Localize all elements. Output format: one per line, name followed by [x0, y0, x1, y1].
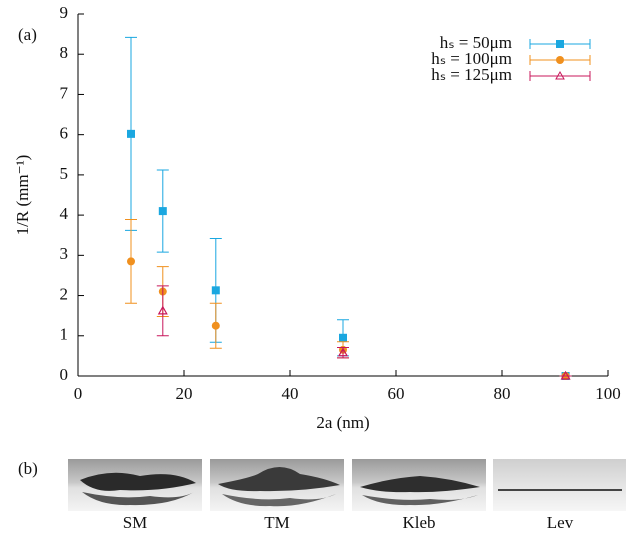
marker: [158, 207, 167, 216]
photo: [493, 459, 626, 511]
legend-marker: [555, 70, 565, 80]
y-tick-label: 6: [60, 124, 69, 143]
y-tick-label: 3: [60, 244, 69, 263]
y-tick-label: 7: [60, 83, 69, 102]
caption: Lev: [547, 513, 574, 532]
y-tick-label: 4: [60, 204, 69, 223]
error-bar: [156, 285, 169, 337]
y-tick-label: 0: [60, 365, 69, 384]
x-axis-label: 2a (nm): [316, 413, 369, 432]
legend-marker: [556, 40, 564, 48]
marker: [211, 321, 220, 330]
legend-line: [529, 71, 591, 81]
x-tick-label: 80: [494, 384, 511, 403]
x-tick-label: 40: [282, 384, 299, 403]
legend-marker: [556, 56, 564, 64]
y-tick-label: 9: [60, 3, 69, 22]
x-tick-label: 60: [388, 384, 405, 403]
panel-label: (b): [18, 459, 38, 478]
marker: [560, 370, 571, 380]
panel-label: (a): [18, 25, 37, 44]
legend-label: hₛ = 125μm: [431, 65, 512, 84]
y-tick-label: 2: [60, 284, 69, 303]
y-tick-label: 5: [60, 164, 69, 183]
x-tick-label: 20: [176, 384, 193, 403]
x-tick-label: 100: [595, 384, 621, 403]
photo: [210, 459, 344, 511]
y-tick-label: 1: [60, 325, 69, 344]
legend-label: hₛ = 100μm: [431, 49, 512, 68]
legend-label: hₛ = 50μm: [440, 33, 512, 52]
marker: [157, 305, 168, 315]
photo: [68, 459, 202, 511]
caption: SM: [123, 513, 148, 532]
marker: [211, 286, 220, 295]
y-axis-label: 1/R (mm⁻¹): [13, 155, 32, 236]
marker: [339, 333, 347, 342]
y-tick-label: 8: [60, 43, 69, 62]
marker: [127, 257, 135, 266]
photo: [352, 459, 486, 511]
marker: [337, 347, 349, 357]
x-tick-label: 0: [74, 384, 83, 403]
caption: Kleb: [402, 513, 435, 532]
caption: TM: [264, 513, 290, 532]
marker: [127, 129, 135, 138]
